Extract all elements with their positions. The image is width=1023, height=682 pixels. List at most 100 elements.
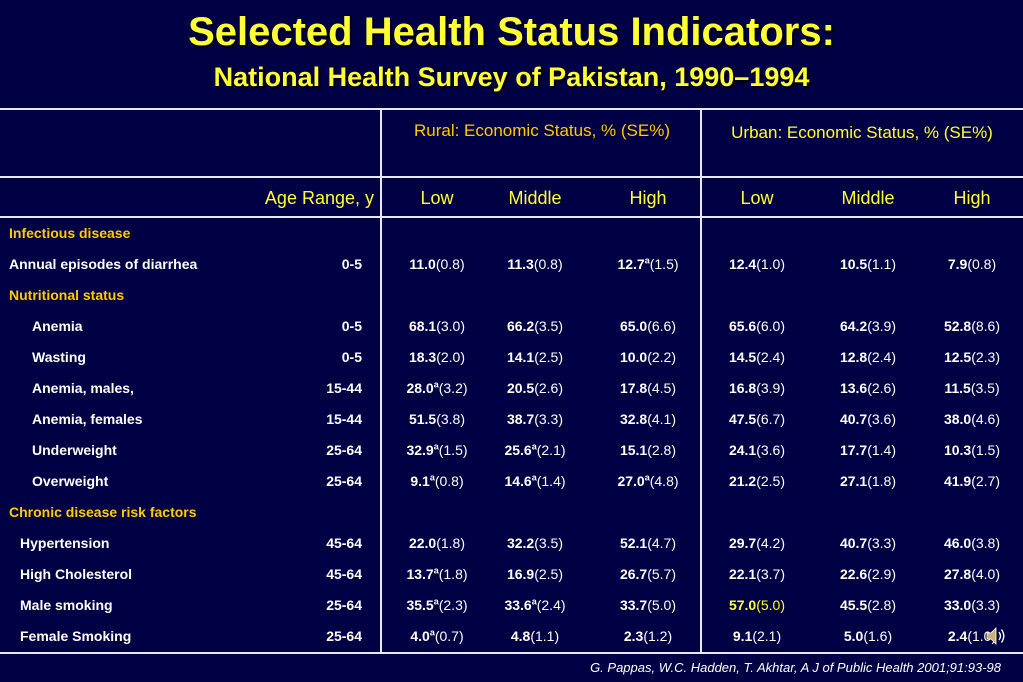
standard-error: (4.1) bbox=[647, 411, 677, 427]
age-range-cell: 15-44 bbox=[326, 380, 362, 396]
standard-error: (4.7) bbox=[647, 535, 677, 551]
value-number: 28.0 bbox=[406, 380, 434, 396]
footnote-marker: a bbox=[433, 596, 439, 607]
value-cell: 12.8(2.4) bbox=[813, 342, 923, 373]
standard-error: (3.3) bbox=[867, 535, 897, 551]
value-cell: 5.0(1.6) bbox=[813, 621, 923, 652]
value-number: 27.1 bbox=[839, 473, 868, 489]
header-rule bbox=[0, 176, 1023, 178]
value-number: 32.8 bbox=[619, 411, 648, 427]
table-row: Anemia 0-5 68.1(3.0) 66.2(3.5) 65.0(6.6) 65.6… bbox=[0, 311, 1023, 342]
value-number: 10.3 bbox=[943, 442, 972, 458]
footnote-marker: a bbox=[644, 472, 650, 483]
value-number: 35.5 bbox=[406, 597, 434, 613]
value-cell: 25.6a(2.1) bbox=[480, 435, 590, 466]
urban-middle-header: Middle bbox=[841, 188, 895, 208]
value-number: 26.7 bbox=[619, 566, 648, 582]
value-number: 9.1 bbox=[732, 628, 753, 644]
value-number: 22.1 bbox=[728, 566, 757, 582]
standard-error: (2.5) bbox=[534, 566, 564, 582]
standard-error: (2.5) bbox=[756, 473, 786, 489]
value-number: 17.8 bbox=[619, 380, 648, 396]
value-number: 18.3 bbox=[408, 349, 437, 365]
value-number: 16.9 bbox=[506, 566, 535, 582]
value-cell: 46.0(3.8) bbox=[917, 528, 1023, 559]
standard-error: (2.9) bbox=[867, 566, 897, 582]
standard-error: (1.8) bbox=[867, 473, 897, 489]
section-label: Infectious disease bbox=[9, 225, 131, 241]
value-number: 41.9 bbox=[943, 473, 972, 489]
indicator-label: Anemia, females bbox=[32, 411, 143, 427]
standard-error: (2.2) bbox=[647, 349, 677, 365]
value-number: 11.5 bbox=[944, 380, 971, 396]
value-number: 21.2 bbox=[728, 473, 757, 489]
value-number: 32.2 bbox=[506, 535, 535, 551]
value-cell: 52.1(4.7) bbox=[593, 528, 703, 559]
value-cell: 29.7(4.2) bbox=[702, 528, 812, 559]
value-cell: 41.9(2.7) bbox=[917, 466, 1023, 497]
standard-error: (2.7) bbox=[971, 473, 1001, 489]
indicator-label: Wasting bbox=[32, 349, 86, 365]
age-range-cell: 0-5 bbox=[341, 318, 362, 334]
standard-error: (1.4) bbox=[536, 473, 566, 489]
value-cell: 20.5(2.6) bbox=[480, 373, 590, 404]
rural-low-header: Low bbox=[420, 188, 454, 208]
page-title: Selected Health Status Indicators: bbox=[188, 10, 835, 54]
value-cell: 52.8(8.6) bbox=[917, 311, 1023, 342]
indicator-label: High Cholesterol bbox=[20, 566, 133, 582]
value-cell: 2.4(1.0) bbox=[917, 621, 1023, 652]
value-number: 20.5 bbox=[506, 380, 535, 396]
footnote-marker: a bbox=[429, 472, 435, 483]
value-cell: 10.0(2.2) bbox=[593, 342, 703, 373]
section-label: Nutritional status bbox=[9, 287, 125, 303]
standard-error: (2.3) bbox=[971, 349, 1001, 365]
table-row: High Cholesterol 45-64 13.7a(1.8) 16.9(2.5)… bbox=[0, 559, 1023, 590]
standard-error: (2.8) bbox=[867, 597, 897, 613]
standard-error: (2.4) bbox=[536, 597, 566, 613]
value-number: 9.1 bbox=[410, 473, 430, 489]
value-cell: 10.5(1.1) bbox=[813, 249, 923, 280]
standard-error: (1.1) bbox=[867, 256, 897, 272]
value-number: 45.5 bbox=[839, 597, 868, 613]
value-cell: 38.7(3.3) bbox=[480, 404, 590, 435]
value-number: 7.9 bbox=[947, 256, 968, 272]
indicator-label: Hypertension bbox=[20, 535, 110, 551]
table-top-rule bbox=[0, 108, 1023, 110]
urban-header: Urban: Economic Status, % (SE%) bbox=[731, 123, 993, 142]
value-cell: 22.1(3.7) bbox=[702, 559, 812, 590]
footnote-marker: a bbox=[644, 255, 650, 266]
standard-error: (1.5) bbox=[971, 442, 1001, 458]
standard-error: (4.6) bbox=[971, 411, 1001, 427]
standard-error: (2.4) bbox=[867, 349, 897, 365]
standard-error: (2.6) bbox=[534, 380, 564, 396]
value-cell: 17.7(1.4) bbox=[813, 435, 923, 466]
indicator-label: Anemia, males, bbox=[32, 380, 134, 396]
value-number: 22.6 bbox=[839, 566, 868, 582]
value-cell: 21.2(2.5) bbox=[702, 466, 812, 497]
standard-error: (3.5) bbox=[534, 535, 564, 551]
age-range-cell: 0-5 bbox=[341, 349, 362, 365]
table-row: Overweight 25-64 9.1a(0.8) 14.6a(1.4) 27.0a(… bbox=[0, 466, 1023, 497]
value-number: 16.8 bbox=[728, 380, 757, 396]
standard-error: (1.5) bbox=[438, 442, 468, 458]
value-cell: 64.2(3.9) bbox=[813, 311, 923, 342]
value-cell: 38.0(4.6) bbox=[917, 404, 1023, 435]
value-number: 14.5 bbox=[728, 349, 757, 365]
standard-error: (1.1) bbox=[530, 628, 560, 644]
value-number: 11.3 bbox=[507, 256, 534, 272]
value-cell: 14.5(2.4) bbox=[702, 342, 812, 373]
value-number: 52.1 bbox=[619, 535, 648, 551]
table-row: Anemia, males, 15-44 28.0a(3.2) 20.5(2.6) 17… bbox=[0, 373, 1023, 404]
value-cell: 2.3(1.2) bbox=[593, 621, 703, 652]
standard-error: (3.7) bbox=[756, 566, 786, 582]
speaker-icon[interactable] bbox=[985, 626, 1007, 646]
value-cell: 9.1(2.1) bbox=[702, 621, 812, 652]
value-number: 14.1 bbox=[506, 349, 535, 365]
section-row: Infectious disease bbox=[0, 218, 1023, 249]
value-number: 25.6 bbox=[504, 442, 532, 458]
footnote-marker: a bbox=[531, 472, 537, 483]
value-number: 17.7 bbox=[839, 442, 868, 458]
standard-error: (2.6) bbox=[867, 380, 897, 396]
value-number: 27.0 bbox=[617, 473, 645, 489]
value-number: 33.7 bbox=[619, 597, 648, 613]
